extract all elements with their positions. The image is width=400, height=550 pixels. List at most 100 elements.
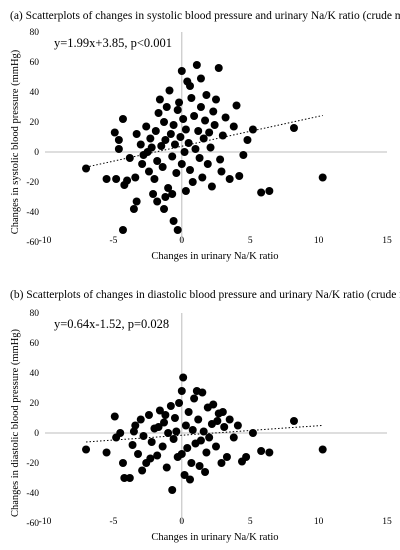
panel-b-data-point xyxy=(153,451,162,460)
panel-a-data-point xyxy=(165,86,174,95)
panel-a-data-point xyxy=(221,113,230,122)
panel-a-data-point xyxy=(196,74,205,83)
panel-a-data-point xyxy=(102,175,111,183)
panel-a-data-point xyxy=(202,91,211,99)
panel-b-data-point xyxy=(160,418,169,427)
panel-b-data-point xyxy=(183,444,192,452)
panel-b-data-point xyxy=(190,394,199,403)
panel-a-data-point xyxy=(160,205,169,213)
panel-b-x-tick-label: -10 xyxy=(39,517,52,527)
panel-b-x-ticks: -10-5051015 xyxy=(39,517,392,527)
panel-b-data-point xyxy=(188,426,197,434)
panel-b-data-point xyxy=(177,387,186,395)
panel-a-data-point xyxy=(205,128,214,137)
panel-b-data-point xyxy=(213,417,222,425)
panel-b-data-point xyxy=(102,448,111,457)
panel-a-data-point xyxy=(164,184,173,192)
panel-a-data-point xyxy=(129,205,138,213)
panel-a-x-ticks: -10-5051015 xyxy=(39,236,392,246)
panel-b-y-ticks: -60 -40 -20 0 20 40 60 80 xyxy=(26,309,39,529)
panel-b-trendline xyxy=(86,424,323,443)
panel-a-data-point xyxy=(144,167,153,176)
panel-b-data-point xyxy=(164,429,173,437)
panel-b-data-point xyxy=(202,448,211,457)
panel-a-data-point xyxy=(229,122,238,131)
panel-a-y-tick-label: -40 xyxy=(26,208,39,218)
panel-b-data-point xyxy=(212,442,220,451)
panel-b-y-tick-label: -60 xyxy=(26,519,39,529)
panel-b-data-point xyxy=(155,406,164,415)
panel-a-data-point xyxy=(161,136,170,144)
panel-a-data-point xyxy=(169,217,178,225)
panel-a-data-point xyxy=(186,82,195,90)
panel-b-data-point xyxy=(128,441,137,449)
panel-b-data-point xyxy=(134,450,143,458)
panel-b-data-point xyxy=(201,468,210,476)
panel-a-data-point xyxy=(132,197,141,206)
panel-a-data-point xyxy=(155,95,164,104)
panel-a-data-point xyxy=(188,178,197,186)
panel-b-x-tick-label: -5 xyxy=(109,517,117,527)
panel-b-data-point xyxy=(225,415,234,424)
panel-a-data-point xyxy=(195,154,204,162)
panel-b-data-point xyxy=(181,421,190,430)
panel-b-data-point xyxy=(217,459,226,467)
panel-b-data-point xyxy=(154,423,163,431)
panel-a-data-point xyxy=(248,125,257,134)
panel-a-data-point xyxy=(198,173,207,182)
panel-a-data-point xyxy=(235,172,244,180)
panel-a-data-point xyxy=(225,175,234,183)
panel-a-data-point xyxy=(177,160,186,168)
panel-a-data-point xyxy=(114,136,123,144)
panel-a-data-point xyxy=(149,190,158,198)
panel-b-data-point xyxy=(146,454,155,463)
panel-b-data-point xyxy=(147,438,156,446)
panel-b-y-tick-label: -40 xyxy=(26,489,39,499)
panel-a-data-point xyxy=(151,127,160,135)
panel-b-data-point xyxy=(158,442,167,451)
panel-a-data-point xyxy=(207,182,216,191)
panel-b-data-point xyxy=(186,475,195,484)
panel-b-data-point xyxy=(179,373,188,382)
panel-b-data-point xyxy=(162,463,171,472)
panel-a-data-point xyxy=(181,125,190,134)
panel-b-data-point xyxy=(195,462,204,470)
panel-b-data-point xyxy=(265,448,274,457)
panel-a-x-tick-label: -10 xyxy=(39,236,52,246)
panel-a-data-point xyxy=(131,173,140,182)
panel-b-data-point xyxy=(229,433,238,442)
panel-b-data-point xyxy=(289,417,298,425)
panel-b-data-point xyxy=(82,445,91,454)
panel-b-y-tick-label: 0 xyxy=(34,429,39,439)
panel-b-y-tick-label: 20 xyxy=(30,399,40,409)
panel-b-data-point xyxy=(144,411,153,419)
panel-b-x-axis-label: Changes in urinary Na/K ratio xyxy=(151,532,278,543)
panel-a-data-point xyxy=(132,130,141,138)
panel-b-equation: y=0.64x-1.52, p=0.028 xyxy=(54,317,169,331)
panel-a-data-point xyxy=(318,173,327,182)
panel-b-data-point xyxy=(187,459,196,467)
panel-a-data-point xyxy=(136,140,145,149)
panel-a-data-point xyxy=(216,155,225,164)
panel-a-data-point xyxy=(190,112,199,120)
panel-b-data-point xyxy=(110,412,119,421)
panel-a-data-point xyxy=(160,118,169,126)
panel-a-data-point xyxy=(150,175,159,183)
panel-b-data-point xyxy=(175,399,184,407)
panel-b-y-tick-label: -20 xyxy=(26,459,39,469)
panel-b-data-point xyxy=(196,436,205,445)
panel-a-data-point xyxy=(161,193,170,201)
panel-b-data-point xyxy=(169,435,178,443)
panel-a-data-point xyxy=(257,188,266,197)
panel-a-x-tick-label: 5 xyxy=(248,236,253,246)
panel-a-data-point xyxy=(118,226,127,234)
panel-a-y-tick-label: -20 xyxy=(26,178,39,188)
panel-a-data-point xyxy=(118,115,127,123)
panel-b-data-point xyxy=(136,415,145,424)
panel-a-data-point xyxy=(157,142,166,150)
panel-a-data-point xyxy=(123,176,132,185)
panel-b-data-point xyxy=(318,445,327,454)
panel-b-data-point xyxy=(218,408,227,416)
panel-a-data-point xyxy=(142,122,151,131)
